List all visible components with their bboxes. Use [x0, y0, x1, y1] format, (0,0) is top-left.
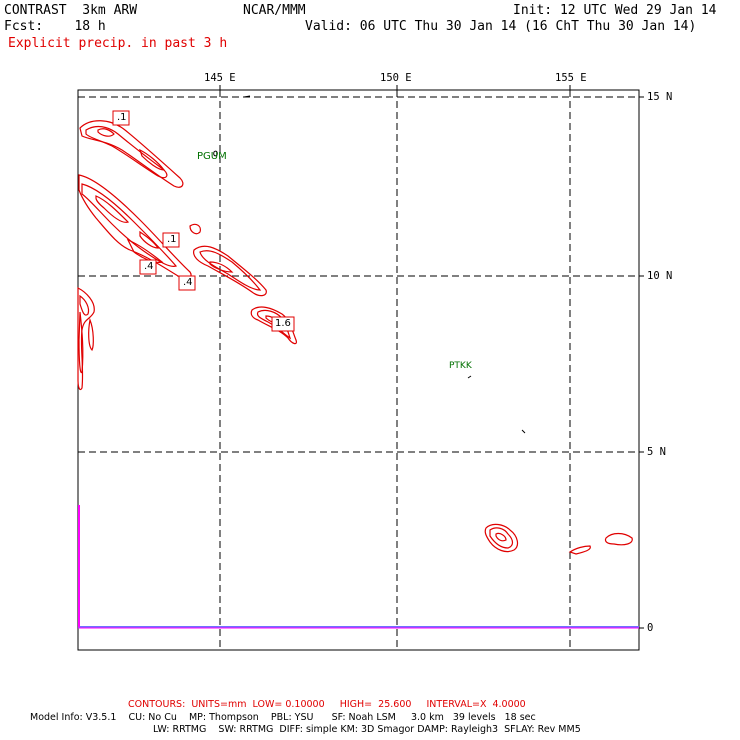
contour-label: .1	[167, 234, 177, 245]
lat-label-15n: 15 N	[647, 91, 673, 103]
field-title: Explicit precip. in past 3 h	[8, 36, 228, 51]
contour-label-boxes	[112, 110, 295, 332]
precip-band-2	[78, 174, 192, 279]
model-name: CONTRAST 3km ARW	[4, 3, 138, 18]
lon-label-150e: 150 E	[380, 72, 412, 84]
lat-label-5n: 5 N	[647, 446, 666, 458]
model-info-2: LW: RRTMG SW: RRTMG DIFF: simple KM: 3D …	[153, 724, 581, 735]
precip-cluster-se	[484, 523, 519, 553]
top-ticks	[219, 85, 644, 629]
precip-band-1	[79, 120, 184, 188]
island-guam	[213, 150, 218, 157]
station-label-ptkk: PTKK	[449, 361, 472, 371]
init-time: Init: 12 UTC Wed 29 Jan 14	[513, 3, 717, 18]
islands	[213, 95, 526, 434]
station-label-pgum: PGUM	[197, 151, 227, 162]
precip-band-4	[250, 306, 297, 345]
contour-info: CONTOURS: UNITS=mm LOW= 0.10000 HIGH= 25…	[128, 699, 526, 710]
precip-band-3	[193, 245, 267, 297]
institution: NCAR/MMM	[243, 3, 306, 18]
contour-label: 1.6	[275, 318, 291, 329]
lat-label-0: 0	[647, 622, 654, 634]
lon-label-145e: 145 E	[204, 72, 236, 84]
contour-label: .1	[117, 112, 127, 123]
lat-label-10n: 10 N	[647, 270, 673, 282]
valid-time: Valid: 06 UTC Thu 30 Jan 14 (16 ChT Thu …	[305, 19, 697, 34]
map-frame	[77, 89, 640, 651]
lat-lon-grid	[78, 90, 639, 650]
precip-blob-1	[189, 223, 201, 235]
precip-contours	[77, 120, 633, 555]
model-info: Model Info: V3.5.1 CU: No Cu MP: Thompso…	[30, 712, 536, 723]
contour-label: .4	[144, 261, 154, 272]
forecast-hour: Fcst: 18 h	[4, 19, 106, 34]
precip-east-2	[568, 545, 591, 555]
contour-label: .4	[183, 277, 193, 288]
island-1	[243, 95, 251, 98]
precip-east-1	[604, 532, 633, 546]
lon-label-155e: 155 E	[555, 72, 587, 84]
island-chuuk	[467, 375, 472, 379]
island-2	[521, 429, 526, 434]
